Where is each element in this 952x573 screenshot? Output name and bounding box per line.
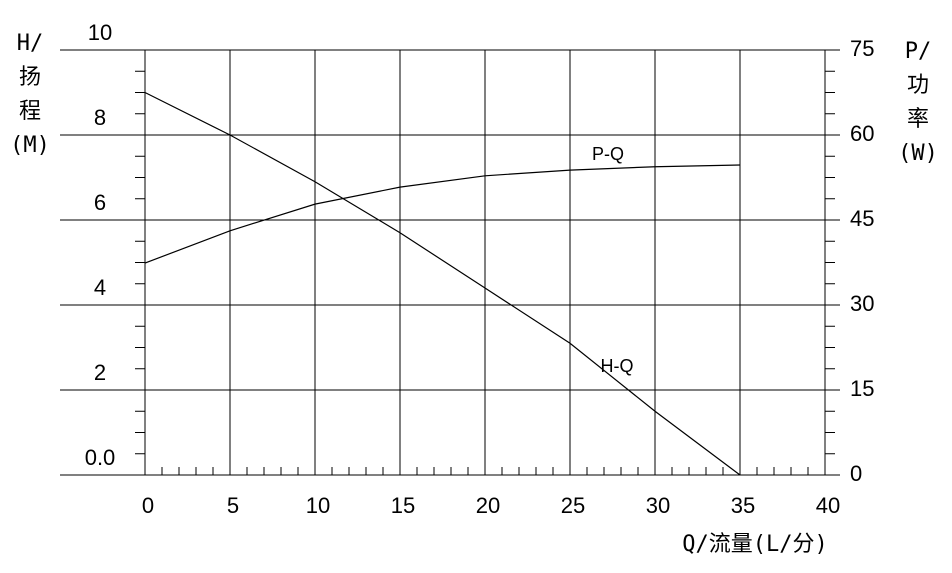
x-tick-label: 30	[646, 493, 670, 518]
x-tick-label: 35	[731, 493, 755, 518]
y2-axis-label: P/	[905, 39, 932, 64]
x-tick-label: 20	[476, 493, 500, 518]
y2-tick-label: 45	[850, 206, 874, 231]
series-label: P-Q	[592, 144, 624, 164]
x-tick-label: 15	[391, 493, 415, 518]
y-axis-label: (M)	[10, 133, 50, 158]
x-tick-label: 0	[142, 493, 154, 518]
x-tick-label: 10	[306, 493, 330, 518]
y-tick-label: 0.0	[85, 445, 116, 470]
series-label: H-Q	[601, 356, 634, 376]
y-tick-label: 2	[94, 360, 106, 385]
y-axis-label: 扬	[19, 65, 41, 90]
y2-tick-label: 30	[850, 291, 874, 316]
y2-axis-label: (W)	[898, 141, 938, 166]
y-tick-label: 8	[94, 105, 106, 130]
x-tick-label: 25	[561, 493, 585, 518]
y-tick-label: 4	[94, 275, 106, 300]
y2-axis-label: 功	[907, 73, 929, 98]
curve	[144, 164, 741, 264]
y2-tick-label: 0	[850, 461, 862, 486]
x-tick-label: 5	[227, 493, 239, 518]
y2-tick-label: 60	[850, 121, 874, 146]
y2-tick-label: 15	[850, 376, 874, 401]
y-tick-label: 6	[94, 190, 106, 215]
curve	[144, 91, 741, 476]
y2-axis-label: 率	[907, 107, 929, 132]
y-axis-label: 程	[19, 99, 41, 124]
y-axis-label: H/	[17, 31, 44, 56]
y2-tick-label: 75	[850, 36, 874, 61]
x-axis-label: Q/流量(L/分)	[682, 532, 827, 557]
y-tick-label: 10	[88, 20, 112, 45]
x-tick-label: 40	[816, 493, 840, 518]
